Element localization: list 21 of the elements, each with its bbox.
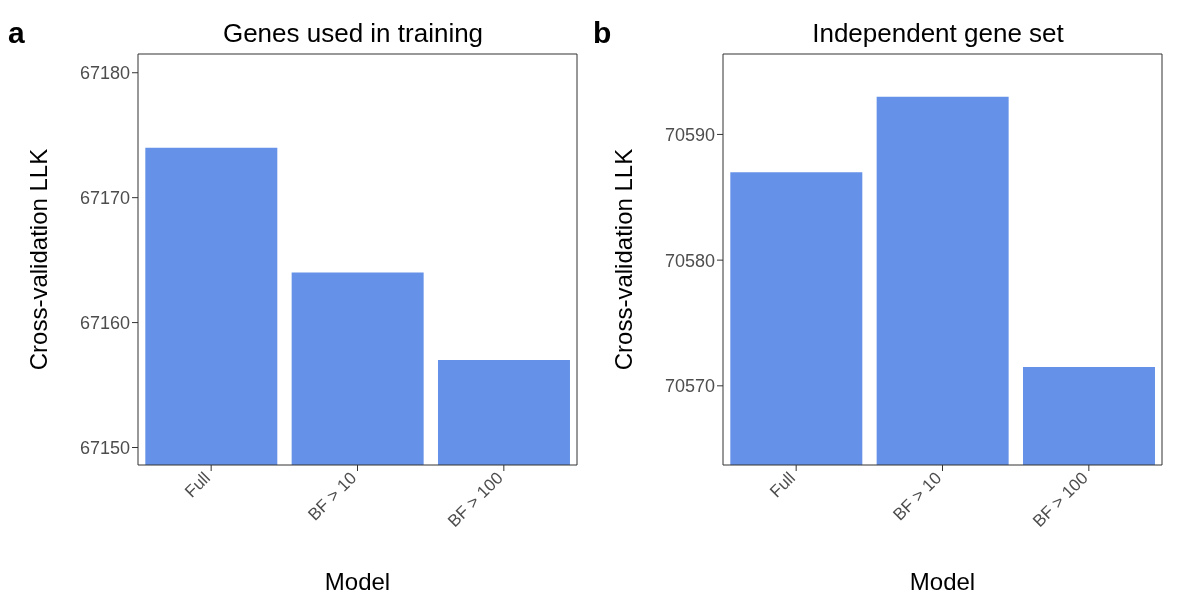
y-axis-title: Cross-validation LLK <box>609 148 637 371</box>
x-tick-label: BF > 10 <box>889 468 946 525</box>
y-tick-label: 70590 <box>664 124 715 145</box>
x-tick-label: BF > 10 <box>304 468 361 525</box>
x-tick-label: BF > 100 <box>444 468 507 531</box>
text: a <box>8 16 25 49</box>
x-axis-title: Model <box>909 568 976 595</box>
y-tick-label: 67180 <box>79 63 130 84</box>
y-axis-title: Cross-validation LLK <box>24 148 52 371</box>
x-tick-label: Full <box>766 468 799 502</box>
y-tick-label: 70580 <box>664 250 715 271</box>
text: b <box>593 16 612 49</box>
chart-title: Independent gene set <box>811 18 1065 49</box>
x-tick-label: BF > 100 <box>1029 468 1092 531</box>
y-tick-label: 70570 <box>664 376 715 397</box>
y-tick-label: 67160 <box>79 312 130 333</box>
y-tick-label: 67170 <box>79 188 130 209</box>
x-tick-label: Full <box>181 468 214 502</box>
y-tick-label: 67150 <box>79 437 130 458</box>
chart-title: Genes used in training <box>221 18 485 49</box>
x-axis-title: Model <box>324 568 391 595</box>
